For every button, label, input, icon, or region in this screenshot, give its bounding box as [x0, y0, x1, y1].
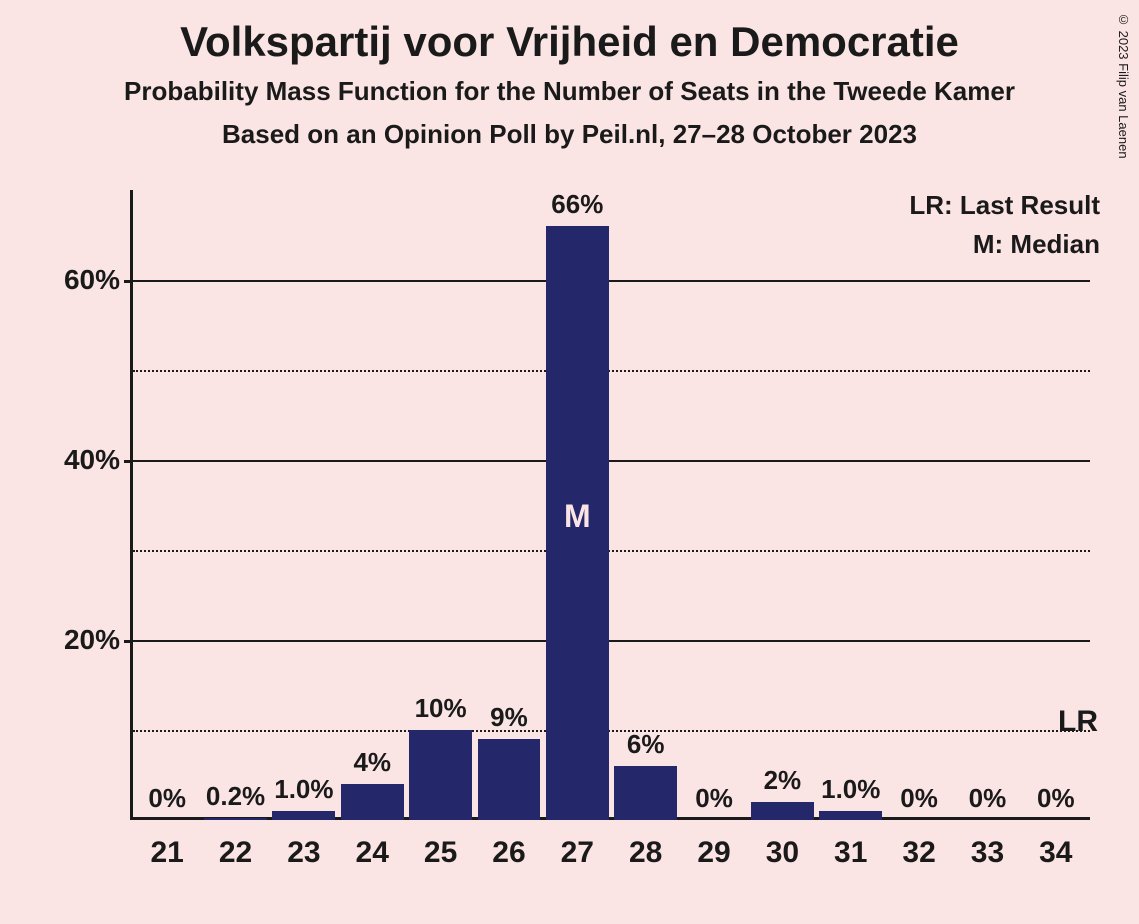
bar-value-label: 66% — [537, 189, 617, 220]
bar — [341, 784, 404, 820]
ytick-label: 60% — [50, 264, 120, 296]
xtick-label: 33 — [956, 836, 1019, 870]
bar-value-label: 6% — [606, 729, 686, 760]
bar-value-label: 0% — [1016, 783, 1096, 814]
ytick-mark — [124, 460, 133, 463]
bar — [478, 739, 541, 820]
bar — [819, 811, 882, 820]
ytick-mark — [124, 640, 133, 643]
chart-subtitle-2: Based on an Opinion Poll by Peil.nl, 27–… — [0, 119, 1139, 150]
xtick-label: 29 — [683, 836, 746, 870]
bar — [409, 730, 472, 820]
chart-container: LR: Last Result M: Median 20%40%60% 0%0.… — [50, 190, 1110, 870]
chart-subtitle-1: Probability Mass Function for the Number… — [0, 76, 1139, 107]
ytick-label: 40% — [50, 444, 120, 476]
xtick-label: 22 — [204, 836, 267, 870]
bar — [751, 802, 814, 820]
bar-value-label: 1.0% — [264, 774, 344, 805]
bars-group: 0%0.2%1.0%4%10%9%66%M6%0%2%1.0%0%0%0% — [133, 190, 1090, 820]
xtick-label: 31 — [819, 836, 882, 870]
xtick-label: 21 — [136, 836, 199, 870]
xtick-label: 25 — [409, 836, 472, 870]
bar — [614, 766, 677, 820]
bar-value-label: 4% — [332, 747, 412, 778]
xtick-label: 34 — [1024, 836, 1087, 870]
xtick-label: 30 — [751, 836, 814, 870]
copyright-text: © 2023 Filip van Laenen — [1116, 12, 1131, 159]
xtick-label: 24 — [341, 836, 404, 870]
last-result-marker: LR — [1058, 705, 1098, 739]
ytick-label: 20% — [50, 624, 120, 656]
xtick-label: 23 — [272, 836, 335, 870]
median-marker: M — [546, 498, 609, 535]
bar — [272, 811, 335, 820]
bar-value-label: 9% — [469, 702, 549, 733]
xtick-label: 26 — [478, 836, 541, 870]
xtick-label: 27 — [546, 836, 609, 870]
ytick-mark — [124, 280, 133, 283]
bar — [204, 818, 267, 820]
chart-title: Volkspartij voor Vrijheid en Democratie — [0, 0, 1139, 66]
xtick-label: 28 — [614, 836, 677, 870]
xtick-label: 32 — [888, 836, 951, 870]
